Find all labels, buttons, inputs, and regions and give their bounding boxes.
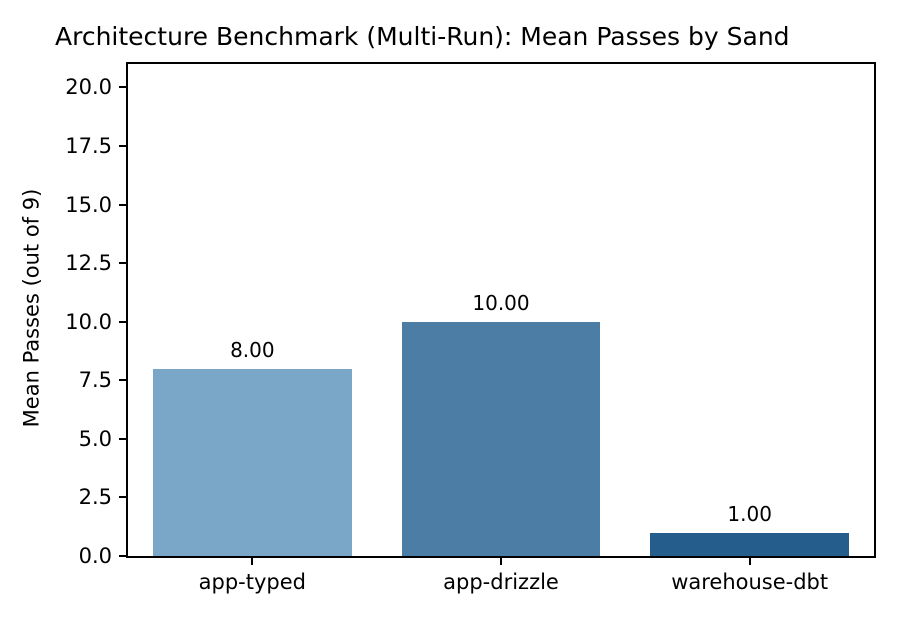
x-tick-mark (251, 558, 254, 565)
bar (152, 368, 352, 556)
y-tick-mark (119, 145, 126, 147)
y-tick-mark (119, 203, 126, 206)
x-tick-label: app-drizzle (443, 570, 559, 594)
plot-area: 0.0 2.5 5.0 7.5 10.0 12.5 15.0 17.5 20.0 8.00 app-… (65, 62, 876, 594)
bar-value-label: 10.00 (472, 290, 530, 315)
y-tick-label: 12.5 (65, 251, 112, 276)
y-tick-label: 10.0 (65, 309, 112, 334)
y-tick-label: 17.5 (65, 134, 112, 158)
y-tick-label: 7.5 (78, 368, 112, 393)
y-tick-label: 0.0 (78, 544, 112, 568)
y-tick-mark (119, 379, 126, 382)
bar-value-label: 1.00 (727, 501, 772, 526)
y-tick-mark (119, 496, 126, 499)
y-tick-mark (119, 437, 126, 440)
y-tick-mark (119, 555, 126, 557)
chart-title: Architecture Benchmark (Multi-Run): Mean… (55, 22, 790, 51)
y-tick-label: 5.0 (78, 426, 112, 451)
x-tick-label: app-typed (198, 570, 307, 594)
y-tick-label: 15.0 (65, 192, 112, 217)
bar-value-label: 8.00 (230, 337, 275, 362)
y-tick-mark (119, 320, 126, 323)
y-axis-label-text: Mean Passes (out of 9) (19, 188, 44, 428)
y-tick-mark (119, 262, 126, 265)
y-tick-mark (119, 86, 126, 89)
bar (401, 321, 601, 556)
x-tick-label: warehouse-dbt (671, 570, 829, 594)
y-tick-label: 2.5 (78, 485, 112, 510)
y-axis-label: Mean Passes (out of 9) (8, 62, 54, 554)
y-tick-label: 20.0 (65, 75, 112, 100)
bar (650, 532, 850, 556)
x-tick-mark (748, 558, 751, 565)
x-tick-mark (500, 558, 502, 565)
